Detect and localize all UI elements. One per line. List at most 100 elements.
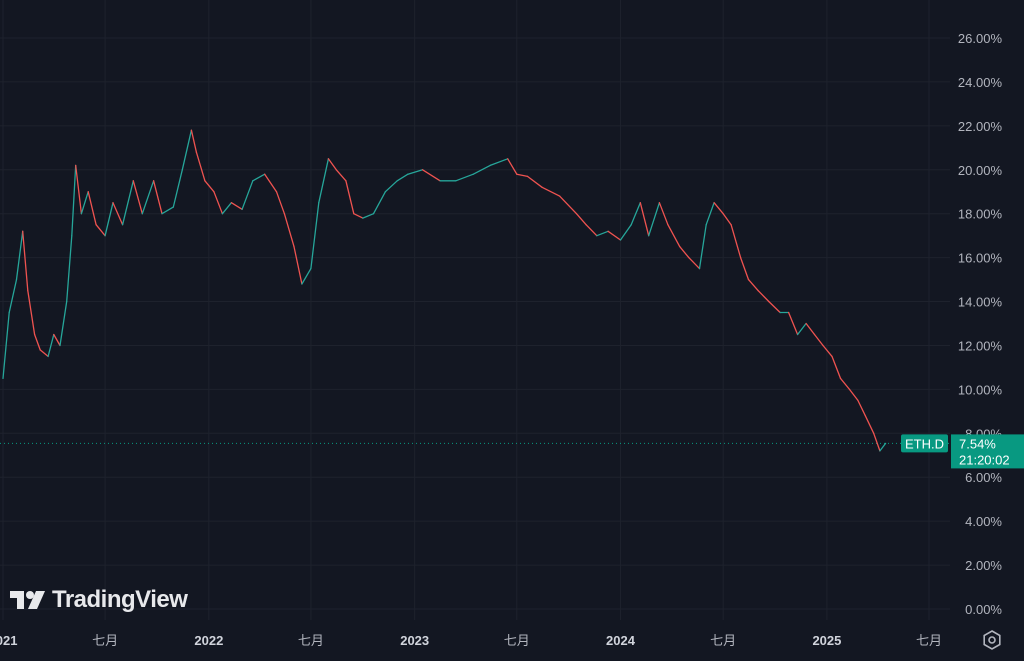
x-tick-label: 七月 xyxy=(916,633,942,648)
series-segment xyxy=(648,202,661,237)
series-segment xyxy=(864,415,875,434)
y-tick-label: 16.00% xyxy=(958,251,1003,266)
series-segment xyxy=(421,169,441,182)
y-tick-label: 14.00% xyxy=(958,295,1003,310)
y-tick-label: 18.00% xyxy=(958,207,1003,222)
tradingview-logo[interactable]: TradingView xyxy=(10,586,188,614)
series-segment xyxy=(213,191,224,215)
series-segment xyxy=(230,202,243,210)
series-segment xyxy=(722,213,732,226)
series-segment xyxy=(713,202,724,215)
series-segment xyxy=(80,191,89,215)
series-segment xyxy=(384,180,398,193)
series-segment xyxy=(66,235,73,303)
price-badge: 7.54% 21:20:02 xyxy=(951,434,1024,469)
series-segment xyxy=(264,173,278,193)
y-tick-label: 6.00% xyxy=(965,470,1002,485)
series-segment xyxy=(575,213,587,226)
series-segment xyxy=(507,158,518,175)
x-tick-label: 七月 xyxy=(92,633,118,648)
series-segment xyxy=(516,173,529,178)
series-segment xyxy=(768,300,781,314)
series-segment xyxy=(335,169,347,182)
series-segment xyxy=(757,289,770,303)
series-segment xyxy=(59,300,68,347)
series-segment xyxy=(796,322,807,336)
series-segment xyxy=(275,191,286,215)
series-segment xyxy=(805,322,816,336)
x-tick-label: 七月 xyxy=(710,633,736,648)
series-segment xyxy=(53,333,61,347)
series-segment xyxy=(607,230,622,241)
series-segment xyxy=(301,267,312,285)
series-segment xyxy=(181,129,193,171)
series-segment xyxy=(873,432,881,452)
x-axis: 2021 七月 2022 七月 2023 七月 2024 七月 2025 七月 xyxy=(0,633,942,648)
x-tick-label: 2021 xyxy=(0,633,17,648)
y-tick-label: 22.00% xyxy=(958,119,1003,134)
series-segment xyxy=(831,355,842,380)
series-segment xyxy=(195,151,206,182)
series-segment xyxy=(839,377,851,391)
series-segment xyxy=(293,245,303,285)
countdown-label: 21:20:02 xyxy=(959,452,1010,467)
series-segment xyxy=(112,202,124,226)
series-segment xyxy=(407,169,424,175)
series-segment xyxy=(104,202,114,237)
x-tick-label: 2023 xyxy=(400,633,429,648)
y-tick-label: 24.00% xyxy=(958,75,1003,90)
series-segment xyxy=(822,344,833,358)
symbol-badge: ETH.D xyxy=(901,434,948,453)
series-segment xyxy=(362,213,375,219)
series-segment xyxy=(87,191,97,226)
x-tick-label: 七月 xyxy=(504,633,530,648)
series-segment xyxy=(639,202,650,237)
y-tick-label: 0.00% xyxy=(965,602,1002,617)
x-tick-label: 七月 xyxy=(298,633,324,648)
series-segment xyxy=(190,129,198,153)
series-segment xyxy=(848,388,859,402)
series-segment xyxy=(241,180,254,210)
series-segment xyxy=(152,180,163,215)
y-axis: 0.00%2.00%4.00%6.00%8.00%10.00%12.00%14.… xyxy=(958,31,1003,617)
series-segment xyxy=(172,169,183,208)
series-segment xyxy=(747,278,759,292)
last-value-label: 7.54% xyxy=(959,436,996,451)
symbol-label: ETH.D xyxy=(905,436,944,451)
series-segment xyxy=(372,191,387,215)
series-segment xyxy=(630,202,641,226)
series-segment xyxy=(813,333,824,347)
series-segment xyxy=(667,224,681,248)
series-segment xyxy=(345,180,355,215)
series-segment xyxy=(2,311,10,380)
y-tick-label: 10.00% xyxy=(958,382,1003,397)
series-segment xyxy=(252,173,266,182)
series-segment xyxy=(739,256,750,281)
series-segment xyxy=(353,213,364,219)
series-segment xyxy=(489,158,509,167)
settings-button[interactable] xyxy=(980,628,1004,652)
series-segment xyxy=(705,202,715,226)
brand-name: TradingView xyxy=(52,586,188,613)
series-segment xyxy=(787,311,799,336)
series-segment xyxy=(75,164,83,215)
x-tick-label: 2022 xyxy=(194,633,223,648)
y-tick-label: 12.00% xyxy=(958,338,1003,353)
series-segment xyxy=(558,195,578,215)
gear-icon xyxy=(983,630,1001,650)
series-segment xyxy=(121,180,134,226)
series-segment xyxy=(27,289,36,336)
y-tick-label: 20.00% xyxy=(958,163,1003,178)
y-tick-label: 26.00% xyxy=(958,31,1003,46)
series-segment xyxy=(318,158,330,204)
series-segment xyxy=(33,333,41,351)
y-tick-label: 2.00% xyxy=(965,558,1002,573)
series-segment xyxy=(95,224,106,237)
series-segment xyxy=(688,256,701,270)
series-segment xyxy=(730,224,742,259)
series-segment xyxy=(39,349,49,358)
series-segment xyxy=(472,164,491,175)
series-segment xyxy=(541,186,561,197)
